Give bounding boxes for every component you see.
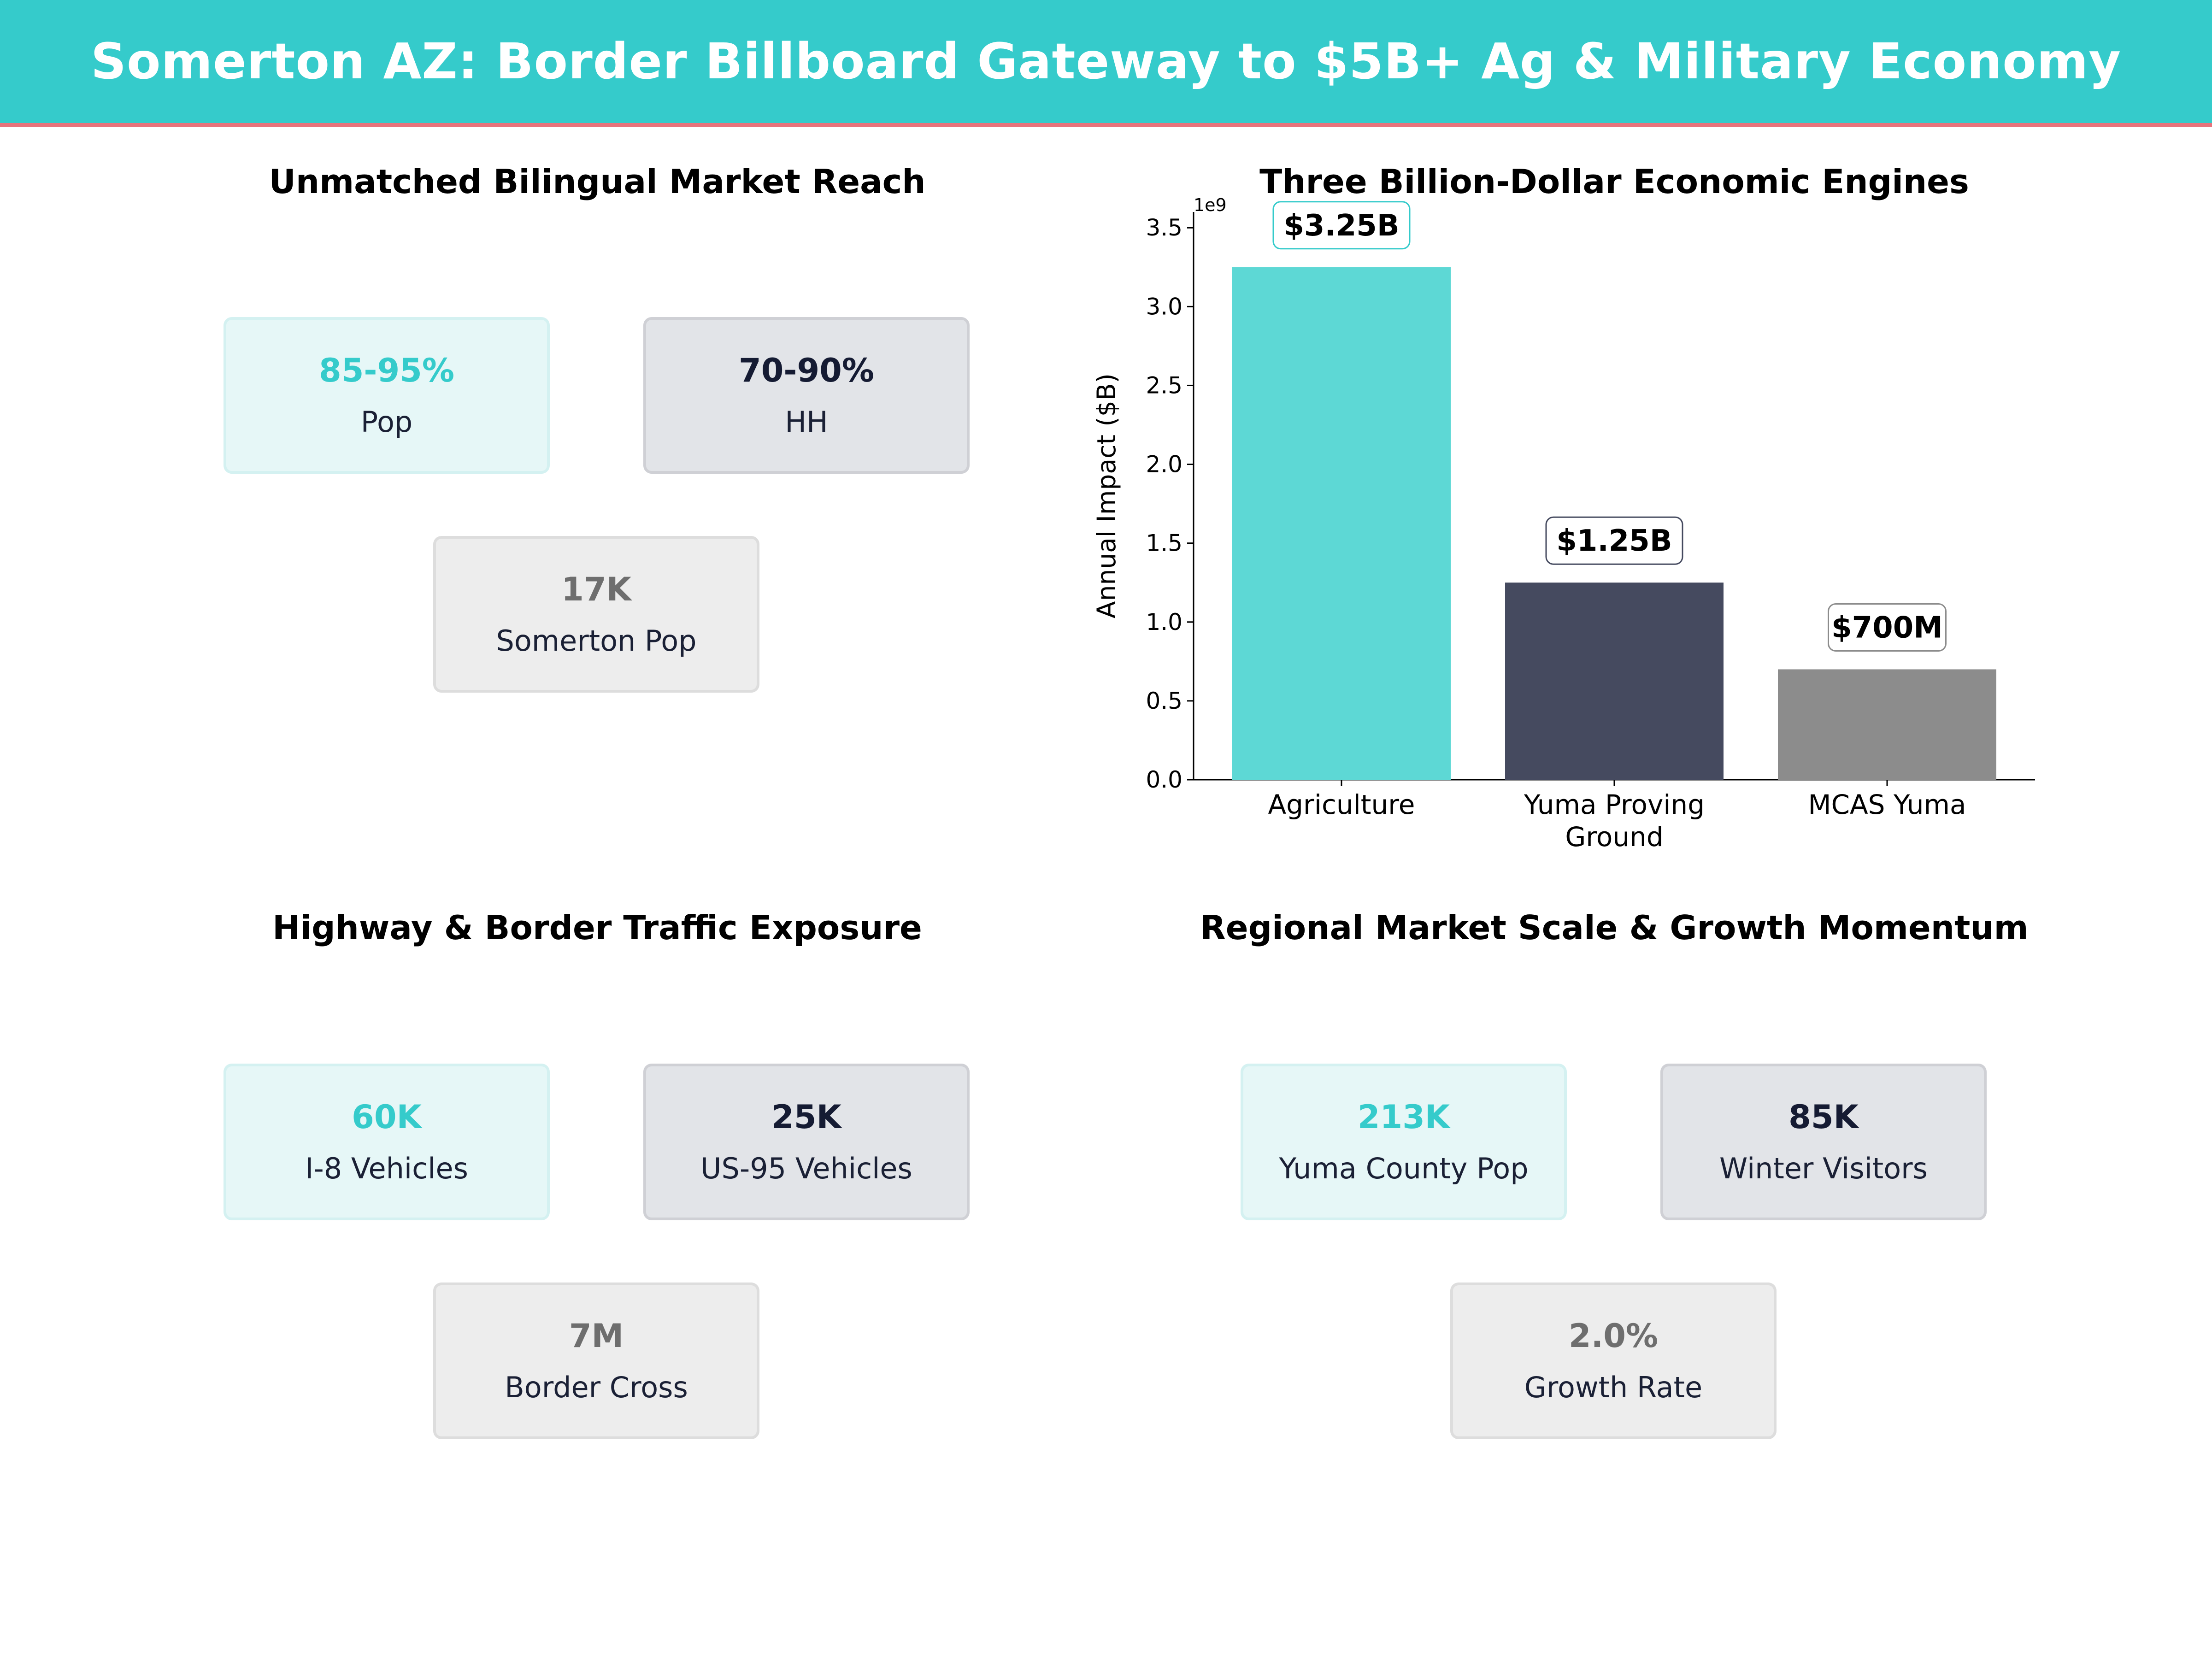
stat-value: 85-95% bbox=[318, 352, 454, 389]
bar bbox=[1778, 669, 1996, 780]
bar bbox=[1232, 267, 1451, 780]
stat-label: Border Cross bbox=[505, 1371, 688, 1404]
data-label-box bbox=[1545, 516, 1683, 565]
stat-value: 25K bbox=[771, 1098, 841, 1136]
stat-label: Growth Rate bbox=[1524, 1371, 1703, 1404]
chart-title: Three Billion-Dollar Economic Engines bbox=[1259, 162, 1969, 201]
y-axis-label: Annual Impact ($B) bbox=[1092, 373, 1121, 618]
stat-card-hh: 70-90% HH bbox=[643, 317, 970, 474]
stat-label: HH bbox=[785, 405, 828, 439]
y-tick-label: 3.5 bbox=[1146, 214, 1182, 241]
stat-label: Pop bbox=[360, 405, 413, 439]
economic-engines-bar-chart: 0.0 0.5 1.0 1.5 2.0 2.5 3.0 3.5 1e9 Annual Impact… bbox=[1092, 195, 2035, 853]
page-title: Somerton AZ: Border Billboard Gateway to… bbox=[90, 33, 2122, 90]
data-label: $700M bbox=[1831, 611, 1943, 645]
stat-card-pop: 85-95% Pop bbox=[224, 317, 550, 474]
y-axis-offset-label: 1e9 bbox=[1194, 195, 1227, 215]
stat-card-border-cross: 7M Border Cross bbox=[433, 1282, 759, 1439]
stat-value: 7M bbox=[569, 1317, 624, 1355]
regional-panel-title: Regional Market Scale & Growth Momentum bbox=[1200, 908, 2029, 947]
stat-value: 17K bbox=[561, 571, 631, 608]
stat-card-growth-rate: 2.0% Growth Rate bbox=[1450, 1282, 1777, 1439]
x-tick-label: Ground bbox=[1565, 821, 1663, 853]
y-tick-label: 2.0 bbox=[1146, 451, 1182, 478]
stat-label: Yuma County Pop bbox=[1279, 1152, 1529, 1185]
x-tick-label: Agriculture bbox=[1268, 789, 1415, 820]
data-label: $3.25B bbox=[1283, 209, 1399, 243]
stat-card-i8-vehicles: 60K I-8 Vehicles bbox=[224, 1064, 550, 1220]
x-tick-label: Yuma Proving bbox=[1524, 789, 1705, 820]
y-tick-label: 3.0 bbox=[1146, 293, 1182, 320]
stat-label: US-95 Vehicles bbox=[700, 1152, 912, 1185]
stat-value: 70-90% bbox=[738, 352, 874, 389]
traffic-panel-title: Highway & Border Traffic Exposure bbox=[272, 908, 922, 947]
y-tick-label: 1.0 bbox=[1146, 609, 1182, 635]
data-label-box bbox=[1828, 603, 1947, 652]
stat-card-winter-visitors: 85K Winter Visitors bbox=[1660, 1064, 1987, 1220]
y-tick-label: 2.5 bbox=[1146, 372, 1182, 399]
stat-label: Somerton Pop bbox=[496, 624, 697, 658]
bilingual-panel-title: Unmatched Bilingual Market Reach bbox=[269, 162, 926, 201]
stat-value: 85K bbox=[1788, 1098, 1859, 1136]
y-tick-label: 0.5 bbox=[1146, 688, 1182, 714]
stat-card-yuma-county-pop: 213K Yuma County Pop bbox=[1241, 1064, 1567, 1220]
stat-value: 213K bbox=[1357, 1098, 1450, 1136]
stat-value: 2.0% bbox=[1568, 1317, 1659, 1355]
stat-label: Winter Visitors bbox=[1719, 1152, 1928, 1185]
data-label-box bbox=[1272, 201, 1411, 250]
y-tick-label: 1.5 bbox=[1146, 530, 1182, 557]
y-tick-label: 0.0 bbox=[1146, 766, 1182, 793]
stat-card-us95-vehicles: 25K US-95 Vehicles bbox=[643, 1064, 970, 1220]
bar bbox=[1505, 582, 1724, 780]
x-tick-label: MCAS Yuma bbox=[1808, 789, 1966, 820]
stat-label: I-8 Vehicles bbox=[305, 1152, 468, 1185]
header-banner: Somerton AZ: Border Billboard Gateway to… bbox=[0, 0, 2212, 127]
stat-card-somerton-pop: 17K Somerton Pop bbox=[433, 536, 759, 693]
data-label: $1.25B bbox=[1556, 524, 1672, 558]
stat-value: 60K bbox=[352, 1098, 422, 1136]
